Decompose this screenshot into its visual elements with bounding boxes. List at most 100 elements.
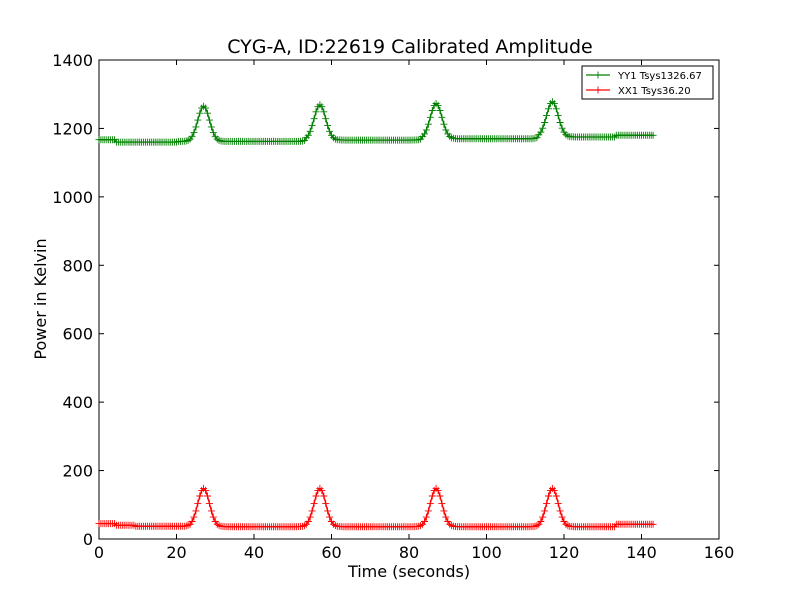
data-point <box>558 124 566 132</box>
data-point <box>306 513 314 521</box>
data-point <box>545 492 552 500</box>
x-tick-label: 120 <box>549 543 580 562</box>
data-point <box>440 507 448 515</box>
data-point <box>310 115 318 123</box>
data-point <box>312 108 320 116</box>
data-point <box>190 513 198 521</box>
data-point <box>552 492 560 500</box>
data-point <box>209 513 217 521</box>
y-tick-label: 1400 <box>52 51 93 70</box>
y-tick-label: 1200 <box>52 119 93 138</box>
data-point <box>207 507 215 515</box>
data-point <box>182 522 190 530</box>
data-point <box>204 109 211 117</box>
data-point <box>438 113 446 121</box>
data-point <box>539 124 547 132</box>
data-point <box>318 103 326 111</box>
data-point <box>202 104 210 112</box>
data-point <box>422 513 430 521</box>
data-point <box>426 113 434 121</box>
data-point <box>552 105 560 113</box>
data-point <box>205 116 213 124</box>
x-tick-label: 160 <box>704 543 735 562</box>
legend: YY1 Tsys1326.67 XX1 Tsys36.20 <box>581 65 714 100</box>
data-point <box>434 101 442 109</box>
data-point <box>421 518 428 525</box>
data-point <box>428 492 436 500</box>
x-tick-label: 100 <box>471 543 502 562</box>
data-point <box>415 136 423 144</box>
data-point <box>550 486 558 494</box>
data-point <box>308 122 316 130</box>
data-point <box>649 131 657 139</box>
data-point <box>196 109 204 117</box>
data-point <box>320 108 328 116</box>
data-point <box>442 126 450 134</box>
data-point <box>192 123 200 131</box>
series-0 <box>95 98 657 146</box>
data-point <box>326 127 334 135</box>
data-point <box>421 130 428 138</box>
data-point <box>304 131 312 139</box>
y-tick-label: 1000 <box>52 188 93 207</box>
data-point <box>111 520 118 528</box>
legend-label: XX1 Tsys36.20 <box>618 86 691 97</box>
x-tick-label: 140 <box>626 543 657 562</box>
y-tick-label: 400 <box>62 393 93 412</box>
data-point <box>539 513 547 521</box>
data-point <box>320 492 328 500</box>
series-markers <box>95 98 657 146</box>
ticks-group: 0 20 40 60 80 100 120 140 160 0 200 400 600 800 1000 12… <box>52 51 734 562</box>
data-point <box>424 507 432 515</box>
data-point <box>202 486 210 494</box>
data-point <box>304 518 312 525</box>
series-group <box>95 98 657 531</box>
series-1 <box>95 484 657 531</box>
legend-label: YY1 Tsys1326.67 <box>617 71 702 82</box>
data-point <box>190 129 198 137</box>
data-point <box>194 116 202 124</box>
data-point <box>426 499 434 507</box>
data-point <box>194 499 202 507</box>
y-tick-label: 800 <box>62 256 93 275</box>
data-point <box>324 507 332 515</box>
x-tick-label: 0 <box>94 543 104 562</box>
chart-title: CYG-A, ID:22619 Calibrated Amplitude <box>227 36 592 58</box>
data-point <box>554 112 562 120</box>
data-point <box>436 492 444 500</box>
data-point <box>442 513 450 521</box>
data-point <box>541 507 549 515</box>
data-point <box>306 127 314 135</box>
data-point <box>543 112 551 120</box>
series-line <box>99 487 654 528</box>
data-point <box>204 492 211 500</box>
data-point <box>545 105 552 113</box>
data-point <box>550 100 558 108</box>
data-point <box>308 507 316 515</box>
data-point <box>209 129 217 137</box>
data-point <box>436 107 444 114</box>
data-point <box>537 518 545 525</box>
data-point <box>554 499 562 507</box>
x-tick-label: 80 <box>399 543 419 562</box>
data-point <box>422 126 430 134</box>
x-axis-title: Time (seconds) <box>347 562 470 581</box>
data-point <box>541 119 549 126</box>
data-point <box>543 499 551 507</box>
y-tick-label: 0 <box>83 530 93 549</box>
data-point <box>322 499 330 507</box>
x-tick-label: 20 <box>166 543 186 562</box>
data-point <box>188 133 196 141</box>
x-tick-label: 40 <box>244 543 264 562</box>
y-tick-label: 600 <box>62 325 93 344</box>
data-point <box>188 518 196 525</box>
legend-box <box>581 65 714 100</box>
data-point <box>196 492 204 500</box>
x-tick-label: 60 <box>321 543 341 562</box>
legend-marker <box>594 86 602 94</box>
data-point <box>428 107 436 114</box>
data-point <box>207 123 215 131</box>
data-point <box>182 137 190 145</box>
data-point <box>434 486 442 494</box>
